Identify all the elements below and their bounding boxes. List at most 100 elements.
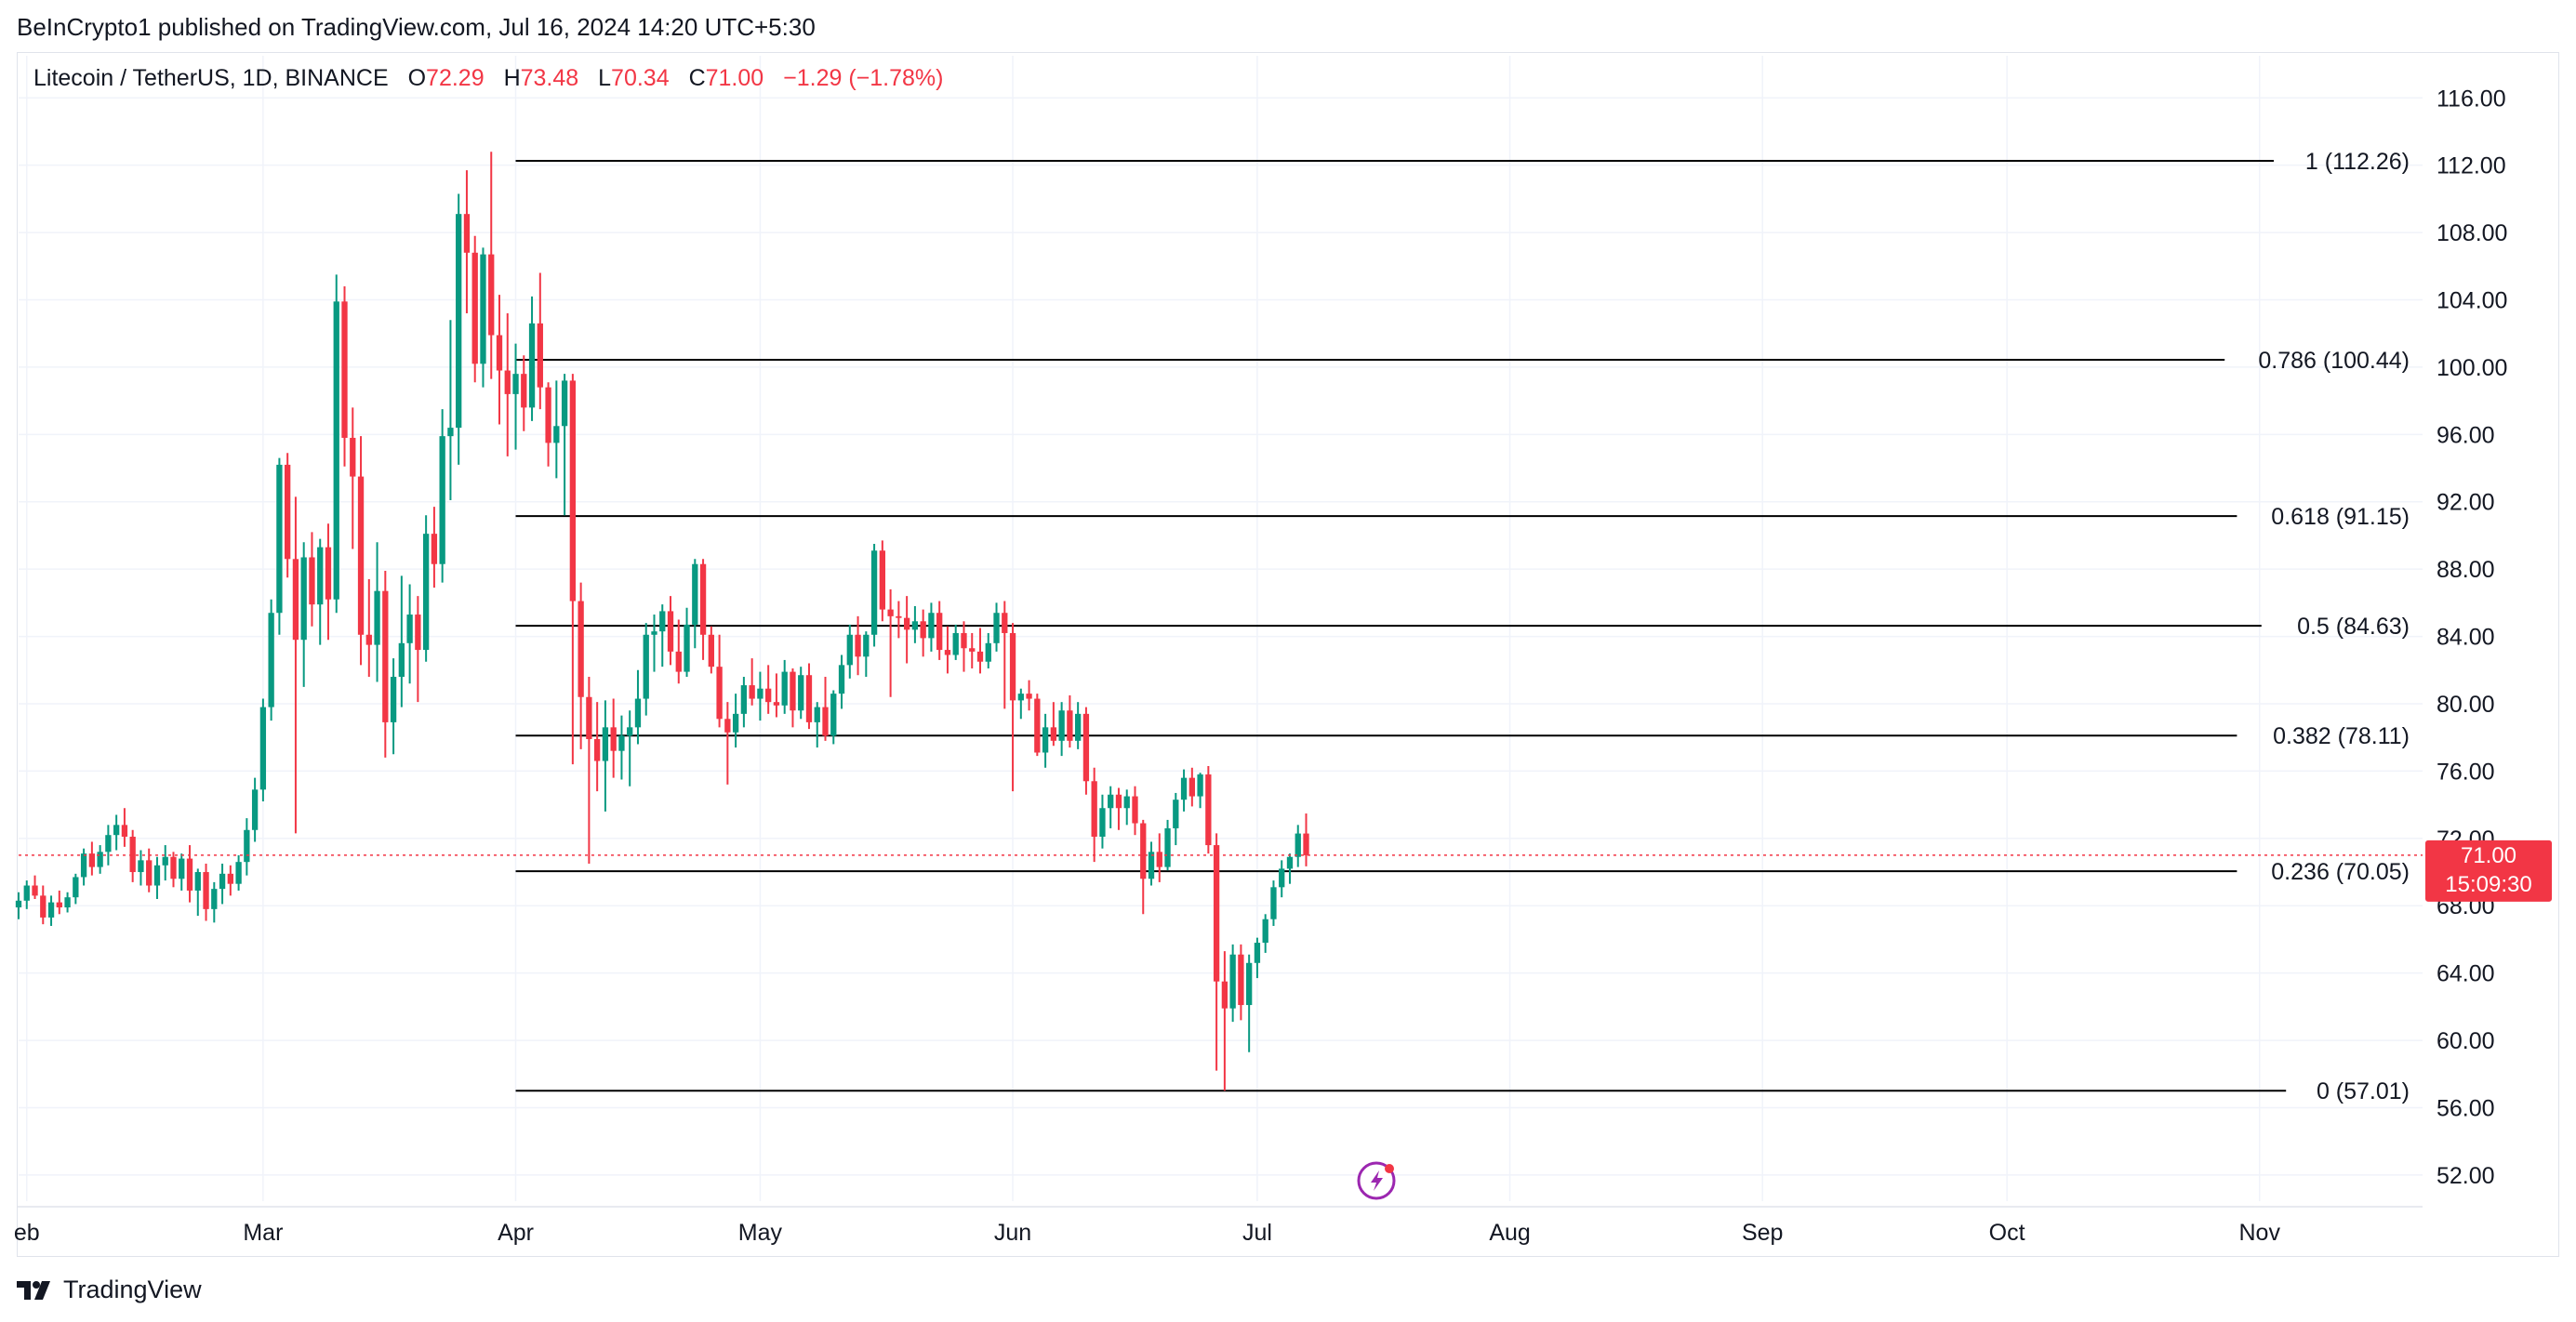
- symbol-name[interactable]: Litecoin / TetherUS, 1D, BINANCE: [33, 65, 389, 91]
- chart-panel[interactable]: [17, 52, 2559, 1257]
- candle[interactable]: [56, 890, 62, 915]
- candle[interactable]: [1180, 769, 1188, 812]
- candle[interactable]: [1197, 773, 1203, 809]
- candle[interactable]: [805, 663, 813, 730]
- candle[interactable]: [179, 853, 185, 891]
- candle[interactable]: [1270, 880, 1277, 926]
- candle[interactable]: [1099, 794, 1106, 849]
- candle[interactable]: [911, 605, 919, 643]
- candle[interactable]: [1050, 702, 1057, 747]
- candle[interactable]: [463, 170, 471, 313]
- candle[interactable]: [1002, 601, 1008, 709]
- candle[interactable]: [521, 355, 527, 431]
- candle[interactable]: [1229, 944, 1236, 1023]
- candle[interactable]: [976, 628, 984, 674]
- candle[interactable]: [64, 892, 71, 913]
- candle[interactable]: [32, 875, 38, 899]
- candle[interactable]: [504, 312, 511, 456]
- candle[interactable]: [406, 584, 413, 684]
- candle[interactable]: [659, 604, 666, 668]
- candle[interactable]: [634, 669, 642, 745]
- candle[interactable]: [699, 559, 707, 660]
- candle[interactable]: [969, 632, 976, 668]
- candle[interactable]: [97, 845, 103, 874]
- candle[interactable]: [1140, 819, 1147, 915]
- candle[interactable]: [292, 496, 299, 834]
- candle[interactable]: [651, 615, 657, 672]
- candle[interactable]: [47, 895, 55, 926]
- candle[interactable]: [830, 690, 837, 745]
- candle[interactable]: [618, 715, 625, 780]
- candle[interactable]: [113, 814, 120, 851]
- candle[interactable]: [1173, 792, 1179, 846]
- candle[interactable]: [309, 532, 315, 627]
- candle[interactable]: [211, 881, 218, 923]
- candle[interactable]: [1262, 914, 1268, 953]
- candle[interactable]: [1254, 937, 1261, 979]
- candle[interactable]: [73, 873, 79, 905]
- candle[interactable]: [936, 601, 943, 660]
- tradingview-brand[interactable]: TradingView: [63, 1276, 202, 1303]
- candle[interactable]: [227, 865, 233, 896]
- candle[interactable]: [488, 152, 495, 379]
- candle[interactable]: [1034, 694, 1041, 757]
- candle[interactable]: [1082, 707, 1090, 795]
- candle[interactable]: [422, 515, 430, 662]
- candle[interactable]: [561, 374, 568, 516]
- candle[interactable]: [203, 863, 209, 921]
- candle[interactable]: [350, 407, 356, 549]
- candle[interactable]: [23, 880, 30, 909]
- candle[interactable]: [1156, 833, 1162, 882]
- candle[interactable]: [593, 702, 601, 792]
- candle[interactable]: [1188, 767, 1195, 807]
- candle[interactable]: [724, 702, 731, 785]
- candle[interactable]: [121, 808, 128, 847]
- candle[interactable]: [357, 436, 365, 666]
- candle[interactable]: [325, 523, 332, 641]
- candle[interactable]: [456, 193, 462, 465]
- candle[interactable]: [716, 634, 723, 728]
- candle[interactable]: [129, 829, 136, 882]
- candle[interactable]: [1286, 853, 1294, 884]
- candle[interactable]: [602, 700, 609, 812]
- candle[interactable]: [244, 818, 250, 876]
- candle[interactable]: [1295, 825, 1301, 867]
- candle[interactable]: [186, 845, 193, 903]
- candle[interactable]: [447, 320, 454, 500]
- candle[interactable]: [545, 382, 551, 467]
- candle[interactable]: [390, 658, 397, 755]
- candle[interactable]: [903, 596, 910, 664]
- candle[interactable]: [838, 654, 845, 709]
- candle[interactable]: [1164, 819, 1171, 871]
- candle[interactable]: [80, 848, 87, 886]
- candle[interactable]: [675, 619, 682, 684]
- candle[interactable]: [985, 632, 991, 668]
- candle[interactable]: [993, 602, 1000, 652]
- candle[interactable]: [1091, 767, 1097, 863]
- candle[interactable]: [781, 659, 788, 714]
- candle[interactable]: [170, 852, 177, 888]
- candle[interactable]: [219, 863, 226, 905]
- candle[interactable]: [1279, 860, 1285, 898]
- candle[interactable]: [610, 698, 617, 778]
- candle[interactable]: [928, 602, 935, 652]
- candle[interactable]: [1246, 954, 1253, 1052]
- candle[interactable]: [162, 845, 168, 881]
- candle[interactable]: [773, 673, 780, 718]
- candle[interactable]: [798, 667, 804, 720]
- candle[interactable]: [1148, 841, 1155, 886]
- candle[interactable]: [692, 559, 698, 649]
- candle[interactable]: [578, 582, 584, 749]
- candle[interactable]: [1108, 786, 1114, 828]
- candle[interactable]: [920, 609, 926, 657]
- candle[interactable]: [1026, 680, 1032, 711]
- candle[interactable]: [285, 453, 291, 578]
- candle[interactable]: [512, 343, 519, 450]
- candle[interactable]: [944, 626, 951, 674]
- candle[interactable]: [887, 588, 894, 697]
- candle[interactable]: [259, 698, 267, 801]
- candle[interactable]: [268, 599, 274, 721]
- candle[interactable]: [415, 596, 421, 703]
- candle[interactable]: [814, 702, 820, 748]
- candle[interactable]: [1213, 833, 1220, 1071]
